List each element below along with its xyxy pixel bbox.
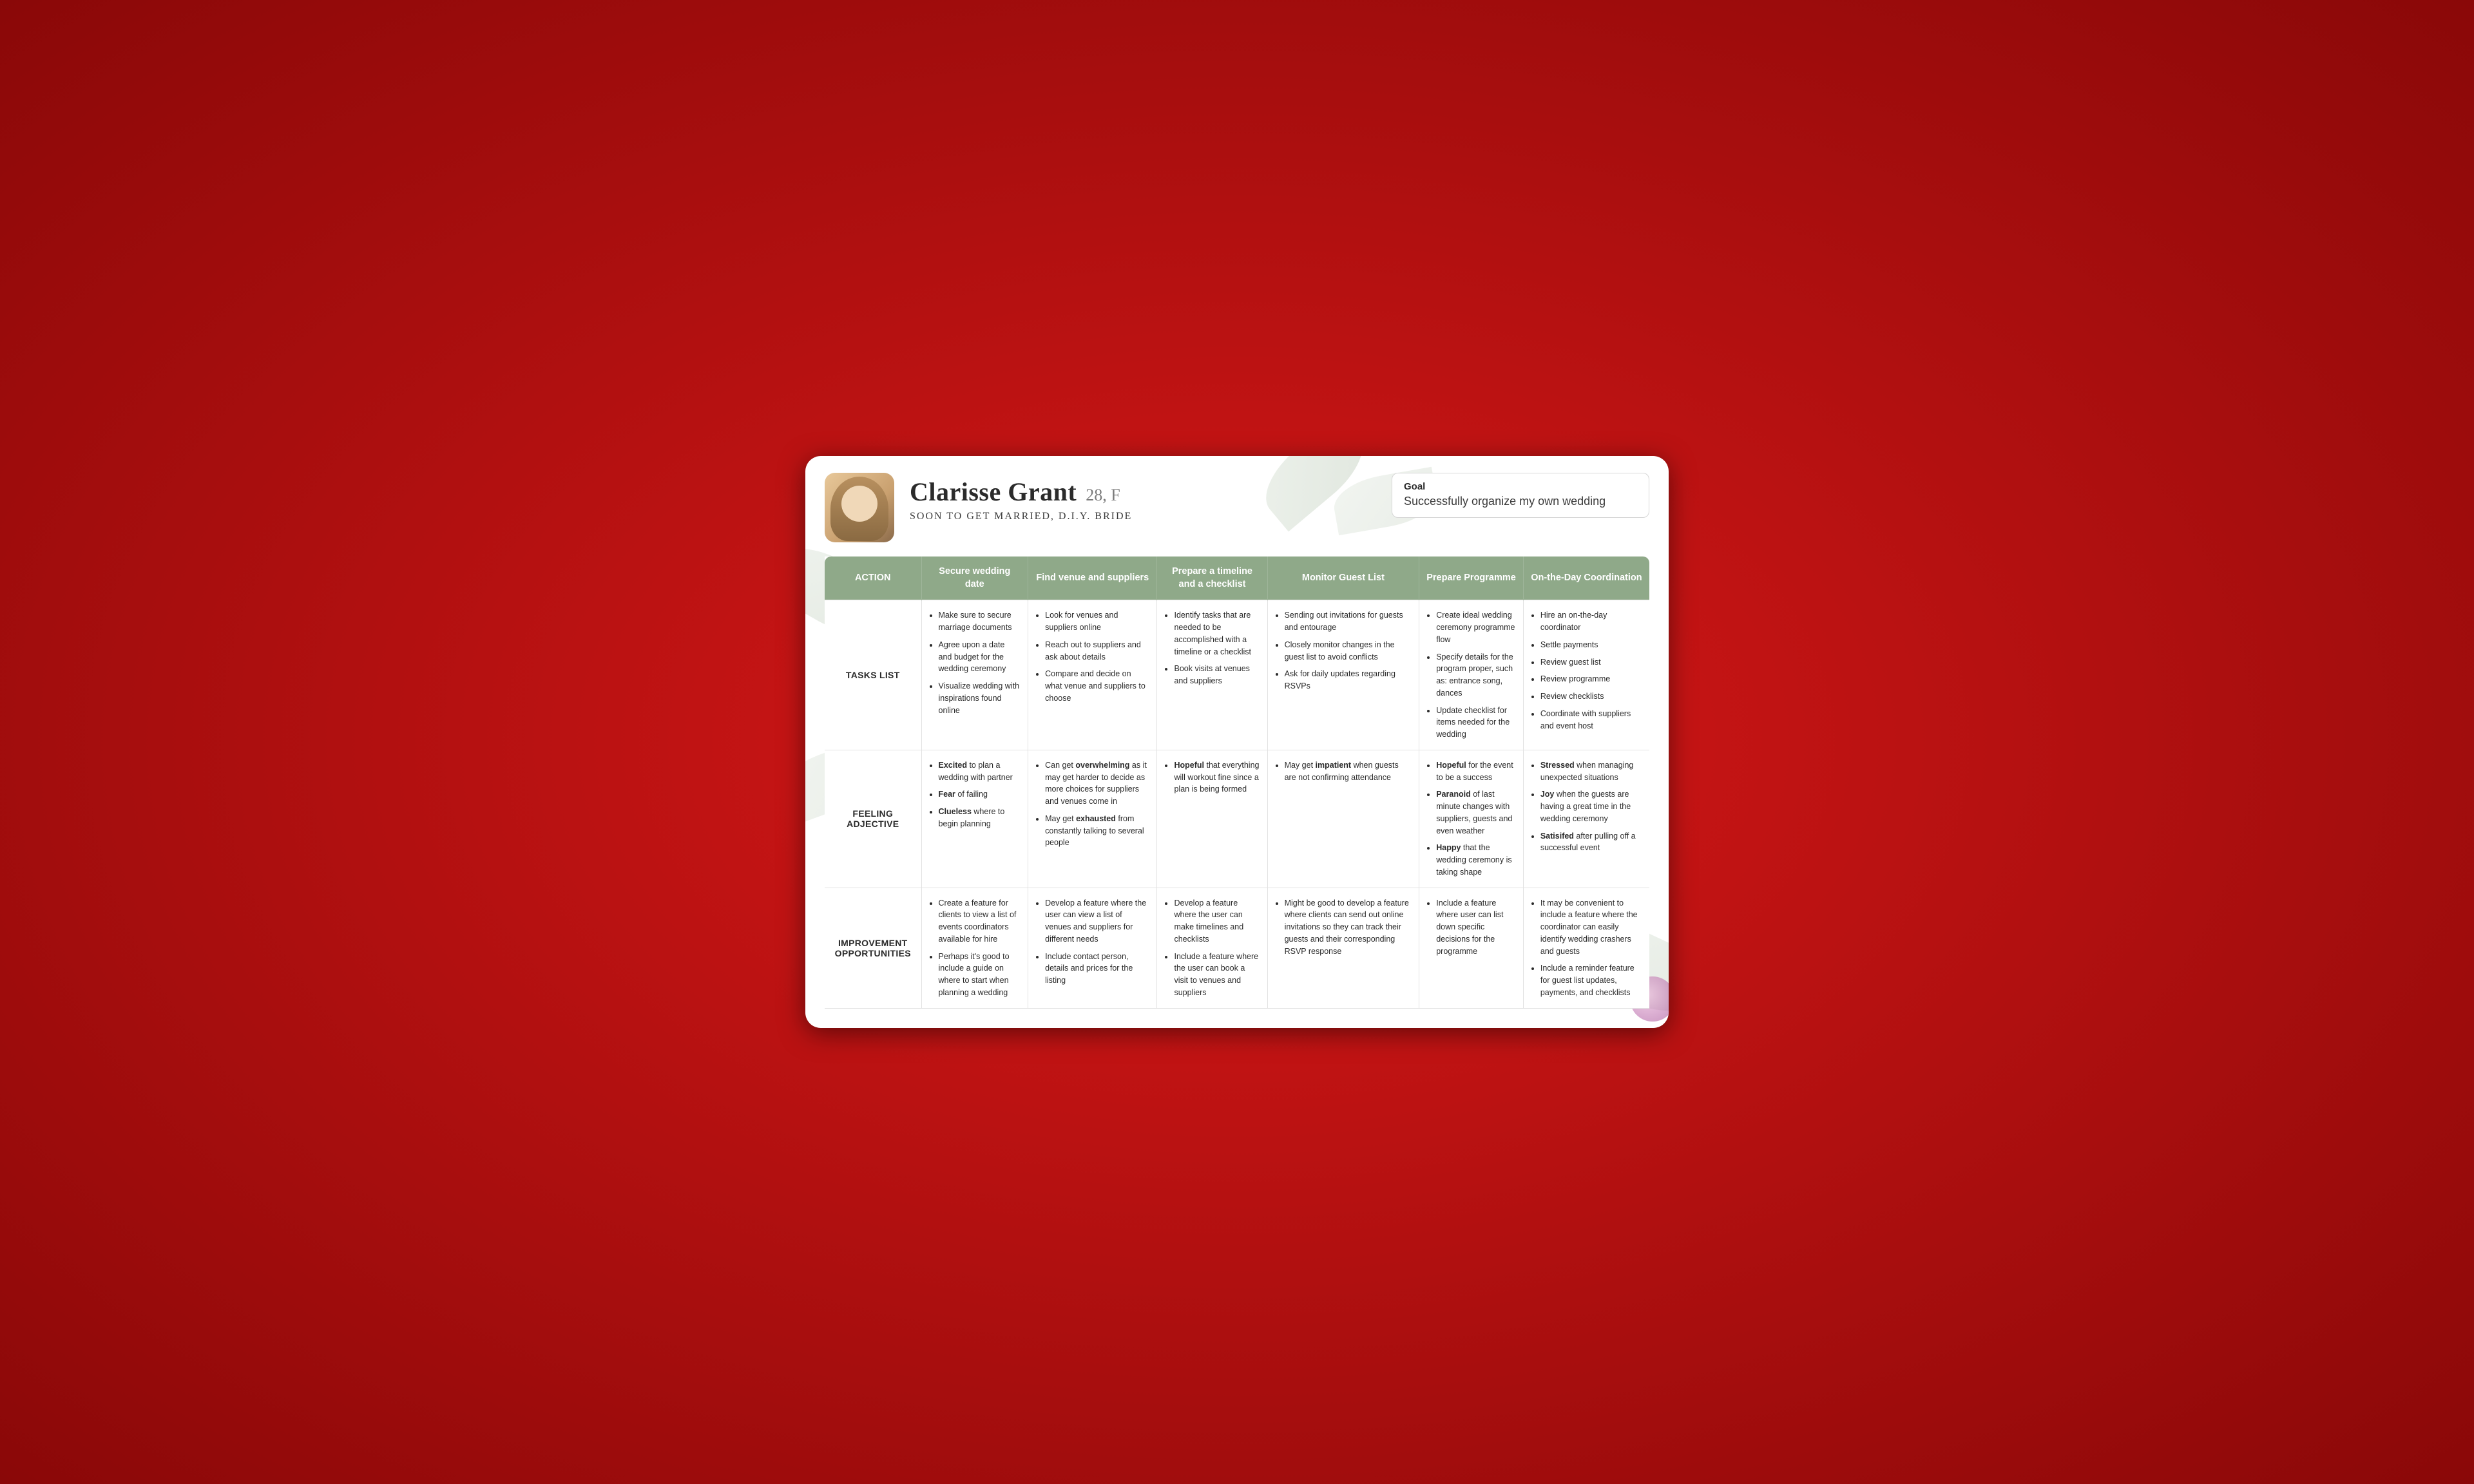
- cell: Might be good to develop a feature where…: [1267, 888, 1419, 1008]
- list-item: Review checklists: [1540, 690, 1642, 703]
- list-item: Paranoid of last minute changes with sup…: [1436, 788, 1515, 837]
- table-row: TASKS LISTMake sure to secure marriage d…: [825, 600, 1649, 750]
- list-item: Compare and decide on what venue and sup…: [1045, 668, 1149, 704]
- table-row: IMPROVEMENT OPPORTUNITIES Create a featur…: [825, 888, 1649, 1008]
- header: Clarisse Grant 28, F SOON TO GET MARRIED…: [825, 473, 1649, 542]
- list-item: Create ideal wedding ceremony programme …: [1436, 609, 1515, 645]
- col-header: Prepare Programme: [1419, 556, 1524, 600]
- cell: Hire an on-the-day coordinator Settle pay…: [1523, 600, 1649, 750]
- list-item: Update checklist for items needed for th…: [1436, 705, 1515, 741]
- list-item: Settle payments: [1540, 639, 1642, 651]
- col-header: On-the-Day Coordination: [1523, 556, 1649, 600]
- list-item: Agree upon a date and budget for the wed…: [939, 639, 1021, 675]
- avatar: [825, 473, 894, 542]
- list-item: Ask for daily updates regarding RSVPs: [1285, 668, 1412, 692]
- cell: Develop a feature where the user can mak…: [1157, 888, 1267, 1008]
- cell: Create ideal wedding ceremony programme …: [1419, 600, 1524, 750]
- list-item: It may be convenient to include a featur…: [1540, 897, 1642, 958]
- list-item: Create a feature for clients to view a l…: [939, 897, 1021, 946]
- list-item: Hopeful that everything will workout fin…: [1174, 759, 1259, 795]
- list-item: Closely monitor changes in the guest lis…: [1285, 639, 1412, 663]
- list-item: Happy that the wedding ceremony is takin…: [1436, 842, 1515, 878]
- cell: Stressed when managing unexpected situat…: [1523, 750, 1649, 888]
- goal-text: Successfully organize my own wedding: [1404, 495, 1637, 508]
- cell: Develop a feature where the user can vie…: [1028, 888, 1157, 1008]
- list-item: Coordinate with suppliers and event host: [1540, 708, 1642, 732]
- col-header: Find venue and suppliers: [1028, 556, 1157, 600]
- cell: It may be convenient to include a featur…: [1523, 888, 1649, 1008]
- cell: Identify tasks that are needed to be acc…: [1157, 600, 1267, 750]
- list-item: Book visits at venues and suppliers: [1174, 663, 1259, 687]
- list-item: May get impatient when guests are not co…: [1285, 759, 1412, 784]
- list-item: Hopeful for the event to be a success: [1436, 759, 1515, 784]
- cell: Hopeful for the event to be a success Par…: [1419, 750, 1524, 888]
- cell: Include a feature where user can list do…: [1419, 888, 1524, 1008]
- goal-box: Goal Successfully organize my own weddin…: [1392, 473, 1649, 518]
- cell: Make sure to secure marriage documents Ag…: [921, 600, 1028, 750]
- list-item: Visualize wedding with inspirations foun…: [939, 680, 1021, 716]
- list-item: Perhaps it's good to include a guide on …: [939, 951, 1021, 999]
- cell: Sending out invitations for guests and e…: [1267, 600, 1419, 750]
- list-item: Include a reminder feature for guest lis…: [1540, 962, 1642, 998]
- list-item: Joy when the guests are having a great t…: [1540, 788, 1642, 824]
- list-item: Sending out invitations for guests and e…: [1285, 609, 1412, 634]
- list-item: Specify details for the program proper, …: [1436, 651, 1515, 699]
- list-item: Develop a feature where the user can vie…: [1045, 897, 1149, 946]
- list-item: Look for venues and suppliers online: [1045, 609, 1149, 634]
- row-header: TASKS LIST: [825, 600, 921, 750]
- persona-age-gender: 28, F: [1086, 486, 1120, 505]
- persona-journey-card: Clarisse Grant 28, F SOON TO GET MARRIED…: [805, 456, 1669, 1027]
- list-item: Identify tasks that are needed to be acc…: [1174, 609, 1259, 658]
- list-item: Review programme: [1540, 673, 1642, 685]
- table-head: ACTIONSecure wedding dateFind venue and …: [825, 556, 1649, 600]
- list-item: Can get overwhelming as it may get harde…: [1045, 759, 1149, 808]
- persona-name: Clarisse Grant: [910, 477, 1077, 507]
- list-item: Satisifed after pulling off a successful…: [1540, 830, 1642, 855]
- journey-table: ACTIONSecure wedding dateFind venue and …: [825, 556, 1649, 1008]
- row-header: FEELING ADJECTIVE: [825, 750, 921, 888]
- row-header: IMPROVEMENT OPPORTUNITIES: [825, 888, 921, 1008]
- list-item: Hire an on-the-day coordinator: [1540, 609, 1642, 634]
- cell: Create a feature for clients to view a l…: [921, 888, 1028, 1008]
- col-header: Prepare a timeline and a checklist: [1157, 556, 1267, 600]
- list-item: Stressed when managing unexpected situat…: [1540, 759, 1642, 784]
- cell: Excited to plan a wedding with partner Fe…: [921, 750, 1028, 888]
- list-item: Excited to plan a wedding with partner: [939, 759, 1021, 784]
- list-item: Include a feature where the user can boo…: [1174, 951, 1259, 999]
- list-item: Clueless where to begin planning: [939, 806, 1021, 830]
- list-item: Make sure to secure marriage documents: [939, 609, 1021, 634]
- persona-subtitle: SOON TO GET MARRIED, D.I.Y. BRIDE: [910, 511, 1376, 522]
- cell: Can get overwhelming as it may get harde…: [1028, 750, 1157, 888]
- col-header: Monitor Guest List: [1267, 556, 1419, 600]
- col-header: Secure wedding date: [921, 556, 1028, 600]
- list-item: Review guest list: [1540, 656, 1642, 669]
- cell: May get impatient when guests are not co…: [1267, 750, 1419, 888]
- cell: Hopeful that everything will workout fin…: [1157, 750, 1267, 888]
- list-item: Develop a feature where the user can mak…: [1174, 897, 1259, 946]
- list-item: Fear of failing: [939, 788, 1021, 801]
- table-row: FEELING ADJECTIVEExcited to plan a weddi…: [825, 750, 1649, 888]
- cell: Look for venues and suppliers online Reac…: [1028, 600, 1157, 750]
- list-item: Reach out to suppliers and ask about det…: [1045, 639, 1149, 663]
- goal-label: Goal: [1404, 481, 1637, 492]
- list-item: May get exhausted from constantly talkin…: [1045, 813, 1149, 849]
- list-item: Include a feature where user can list do…: [1436, 897, 1515, 958]
- title-block: Clarisse Grant 28, F SOON TO GET MARRIED…: [910, 473, 1376, 522]
- col-header-action: ACTION: [825, 556, 921, 600]
- table-body: TASKS LISTMake sure to secure marriage d…: [825, 600, 1649, 1008]
- list-item: Include contact person, details and pric…: [1045, 951, 1149, 987]
- list-item: Might be good to develop a feature where…: [1285, 897, 1412, 958]
